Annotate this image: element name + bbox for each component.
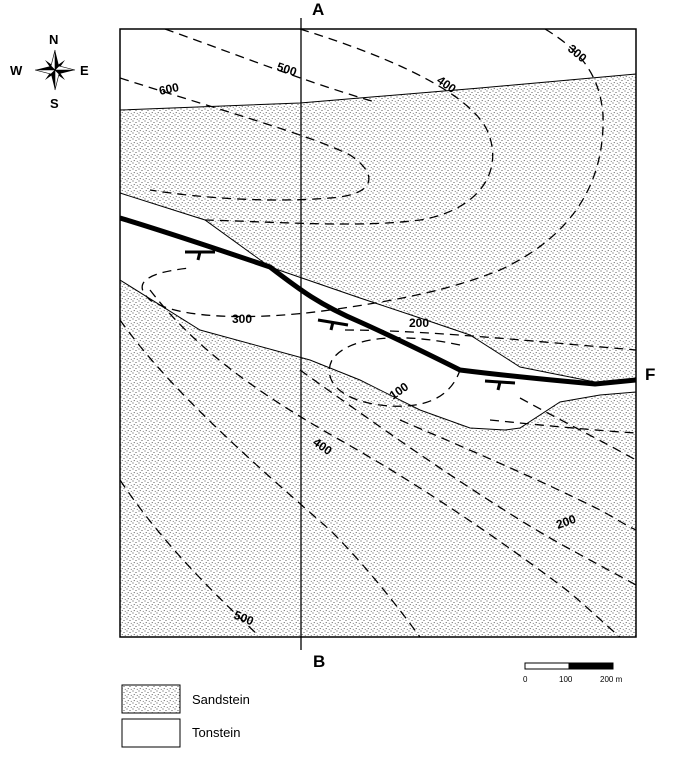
map-area	[120, 29, 636, 637]
compass-rose: N S E W	[10, 32, 89, 111]
tonstein-top-band	[120, 29, 636, 110]
legend: Sandstein Tonstein	[121, 684, 250, 748]
scale-tick-100: 100	[559, 675, 573, 684]
contour-label-200-low: 200	[554, 512, 578, 532]
dip-tick-3	[496, 381, 502, 391]
legend-swatch-tonstein	[121, 718, 181, 748]
contour-200-lower	[399, 419, 636, 531]
section-end-label: B	[313, 652, 325, 671]
contour-label-200-mid: 200	[409, 316, 429, 330]
contour-100-mid	[328, 337, 461, 407]
contour-300-inner	[141, 267, 331, 318]
contour-500-top	[164, 29, 376, 103]
compass-west-half	[34, 69, 56, 75]
compass-north-half	[50, 49, 56, 71]
fault-label: F	[645, 365, 655, 384]
fault-line	[120, 215, 636, 387]
contour-500-inner	[120, 77, 370, 201]
contour-400-low	[149, 289, 621, 637]
contour-label-500-top: 500	[275, 60, 299, 80]
contour-400-top	[204, 29, 494, 225]
scale-tick-200: 200 m	[600, 675, 623, 684]
contour-150-right	[519, 397, 636, 461]
map-frame	[119, 28, 637, 638]
compass-label-w: W	[10, 63, 23, 78]
scale-bar: 0 100 200 m	[523, 662, 623, 684]
contour-200-low	[299, 369, 636, 586]
dip-tick-1	[196, 251, 202, 261]
compass-label-s: S	[50, 96, 59, 111]
legend-swatch-sandstein	[121, 684, 181, 714]
tonstein-lens	[120, 192, 636, 431]
contour-label-600: 600	[158, 80, 181, 98]
legend-label-sandstein: Sandstein	[192, 692, 250, 707]
legend-label-tonstein: Tonstein	[192, 725, 240, 740]
compass-east-half	[54, 65, 76, 71]
contour-500-bottom	[120, 479, 261, 637]
contour-label-300-mid: 300	[232, 312, 252, 326]
scale-tick-0: 0	[523, 675, 528, 684]
scale-bar-black-segment	[568, 662, 614, 670]
contour-100-right	[489, 419, 636, 434]
compass-south-half	[54, 69, 60, 91]
section-start-label: A	[312, 0, 324, 19]
contour-500-low	[120, 319, 421, 637]
scale-bar-white-segment	[524, 662, 570, 670]
compass-label-n: N	[49, 32, 58, 47]
dip-tick-2	[329, 321, 335, 331]
contour-300-top	[329, 29, 604, 311]
compass-label-e: E	[80, 63, 89, 78]
strike-dip-symbols	[185, 250, 516, 391]
